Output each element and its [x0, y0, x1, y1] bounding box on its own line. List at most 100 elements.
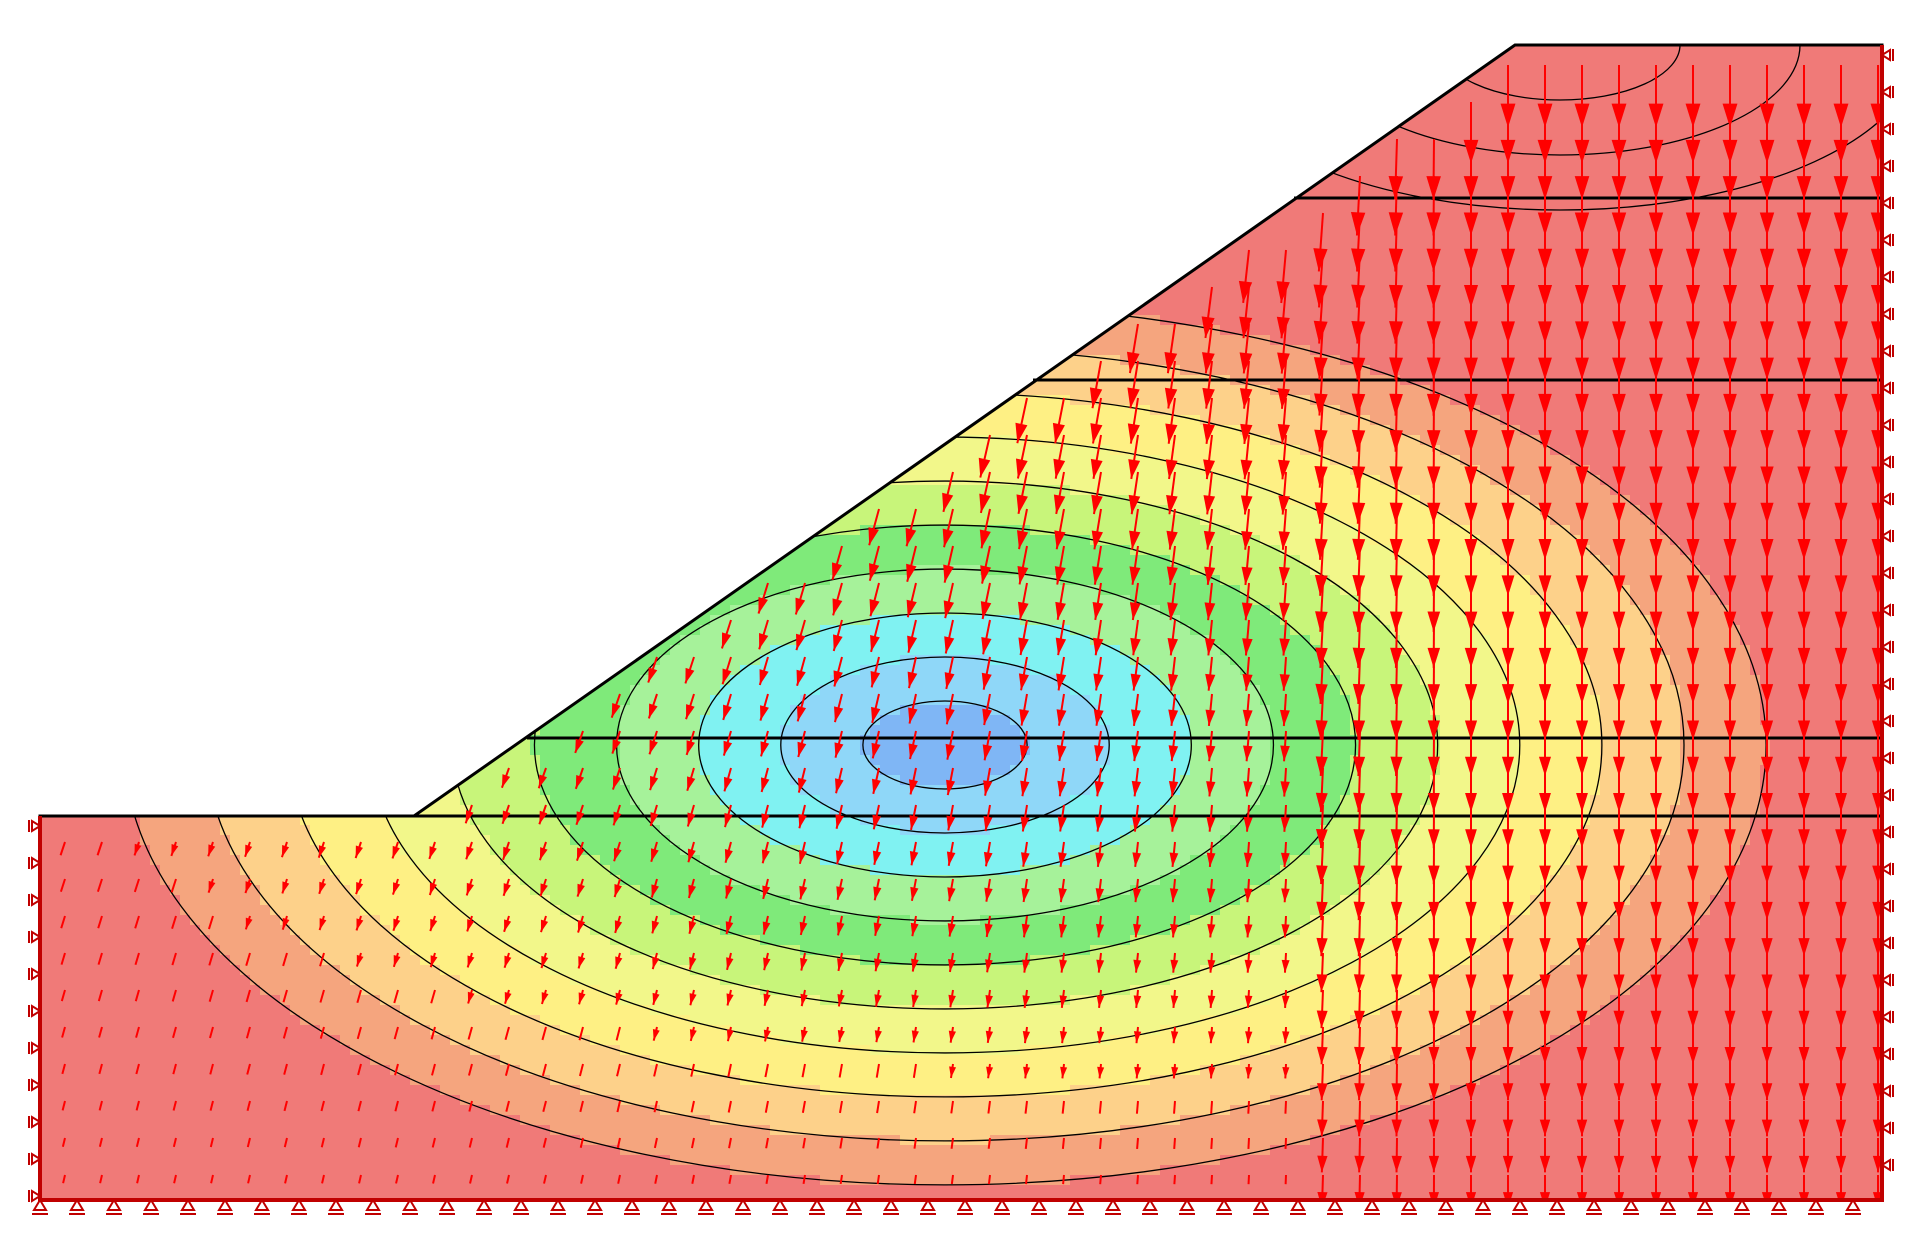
contour-cell — [270, 215, 281, 226]
contour-cell — [420, 1075, 431, 1086]
contour-cell — [430, 1005, 441, 1016]
contour-cell — [190, 975, 201, 986]
contour-cell — [50, 975, 61, 986]
contour-cell — [50, 325, 61, 336]
contour-cell — [360, 345, 371, 356]
contour-cell — [120, 1145, 131, 1156]
contour-cell — [350, 795, 361, 806]
contour-cell — [290, 225, 301, 236]
contour-cell — [240, 155, 251, 166]
contour-cell — [290, 945, 301, 956]
contour-cell — [110, 925, 121, 936]
contour-cell — [80, 295, 91, 306]
contour-cell — [340, 585, 351, 596]
contour-cell — [150, 535, 161, 546]
contour-cell — [350, 475, 361, 486]
contour-cell — [220, 605, 231, 616]
contour-cell — [340, 645, 351, 656]
contour-cell — [160, 1085, 171, 1096]
contour-cell — [180, 415, 191, 426]
contour-cell — [360, 735, 371, 746]
contour-cell — [400, 715, 411, 726]
contour-cell — [340, 555, 351, 566]
contour-cell — [350, 975, 361, 986]
contour-cell — [70, 675, 81, 686]
contour-cell — [50, 185, 61, 196]
contour-cell — [120, 115, 131, 126]
contour-cell — [320, 605, 331, 616]
contour-cell — [300, 375, 311, 386]
contour-cell — [150, 455, 161, 466]
contour-cell — [40, 295, 51, 306]
contour-cell — [460, 1095, 471, 1106]
contour-cell — [220, 225, 231, 236]
contour-cell — [350, 485, 361, 496]
contour-cell — [210, 425, 221, 436]
contour-cell — [210, 255, 221, 266]
contour-cell — [40, 315, 51, 326]
contour-cell — [100, 995, 111, 1006]
contour-cell — [350, 705, 361, 716]
contour-cell — [210, 1105, 221, 1116]
contour-cell — [40, 785, 51, 796]
contour-cell — [440, 275, 451, 286]
contour-cell — [100, 125, 111, 136]
contour-cell — [230, 1175, 241, 1186]
contour-cell — [90, 1085, 101, 1096]
contour-cell — [450, 615, 461, 626]
contour-cell — [150, 355, 161, 366]
contour-cell — [390, 255, 401, 266]
contour-cell — [320, 1055, 331, 1066]
contour-cell — [450, 475, 461, 486]
contour-cell — [190, 1195, 201, 1200]
contour-cell — [350, 945, 361, 956]
contour-cell — [330, 1095, 341, 1106]
contour-cell — [350, 735, 361, 746]
contour-cell — [170, 375, 181, 386]
contour-cell — [180, 1055, 191, 1066]
contour-cell — [120, 1085, 131, 1096]
contour-cell — [320, 805, 331, 816]
contour-cell — [140, 745, 151, 756]
contour-cell — [260, 705, 271, 716]
contour-cell — [180, 805, 191, 816]
contour-cell — [280, 1035, 291, 1046]
contour-cell — [260, 655, 271, 666]
contour-cell — [80, 505, 91, 516]
contour-cell — [210, 925, 221, 936]
contour-cell — [220, 1075, 231, 1086]
contour-cell — [140, 525, 151, 536]
contour-cell — [160, 585, 171, 596]
contour-cell — [250, 345, 261, 356]
contour-cell — [310, 975, 321, 986]
contour-cell — [120, 105, 131, 116]
contour-cell — [40, 755, 51, 766]
contour-cell — [80, 265, 91, 276]
contour-cell — [410, 835, 421, 846]
contour-cell — [190, 105, 201, 116]
contour-cell — [350, 1195, 361, 1200]
contour-cell — [180, 295, 191, 306]
contour-cell — [440, 565, 451, 576]
contour-cell — [350, 815, 361, 826]
contour-cell — [380, 805, 391, 816]
contour-cell — [130, 635, 141, 646]
contour-cell — [300, 185, 311, 196]
contour-cell — [70, 895, 81, 906]
contour-cell — [100, 875, 111, 886]
contour-cell — [300, 365, 311, 376]
contour-cell — [420, 725, 431, 736]
contour-cell — [90, 555, 101, 566]
contour-cell — [130, 1155, 141, 1166]
contour-cell — [180, 205, 191, 216]
contour-cell — [270, 455, 281, 466]
contour-cell — [50, 535, 61, 546]
contour-cell — [250, 155, 261, 166]
contour-cell — [330, 75, 341, 86]
contour-cell — [200, 965, 211, 976]
contour-cell — [160, 315, 171, 326]
contour-cell — [40, 925, 51, 936]
contour-cell — [130, 755, 141, 766]
contour-cell — [150, 755, 161, 766]
contour-cell — [260, 1185, 271, 1196]
